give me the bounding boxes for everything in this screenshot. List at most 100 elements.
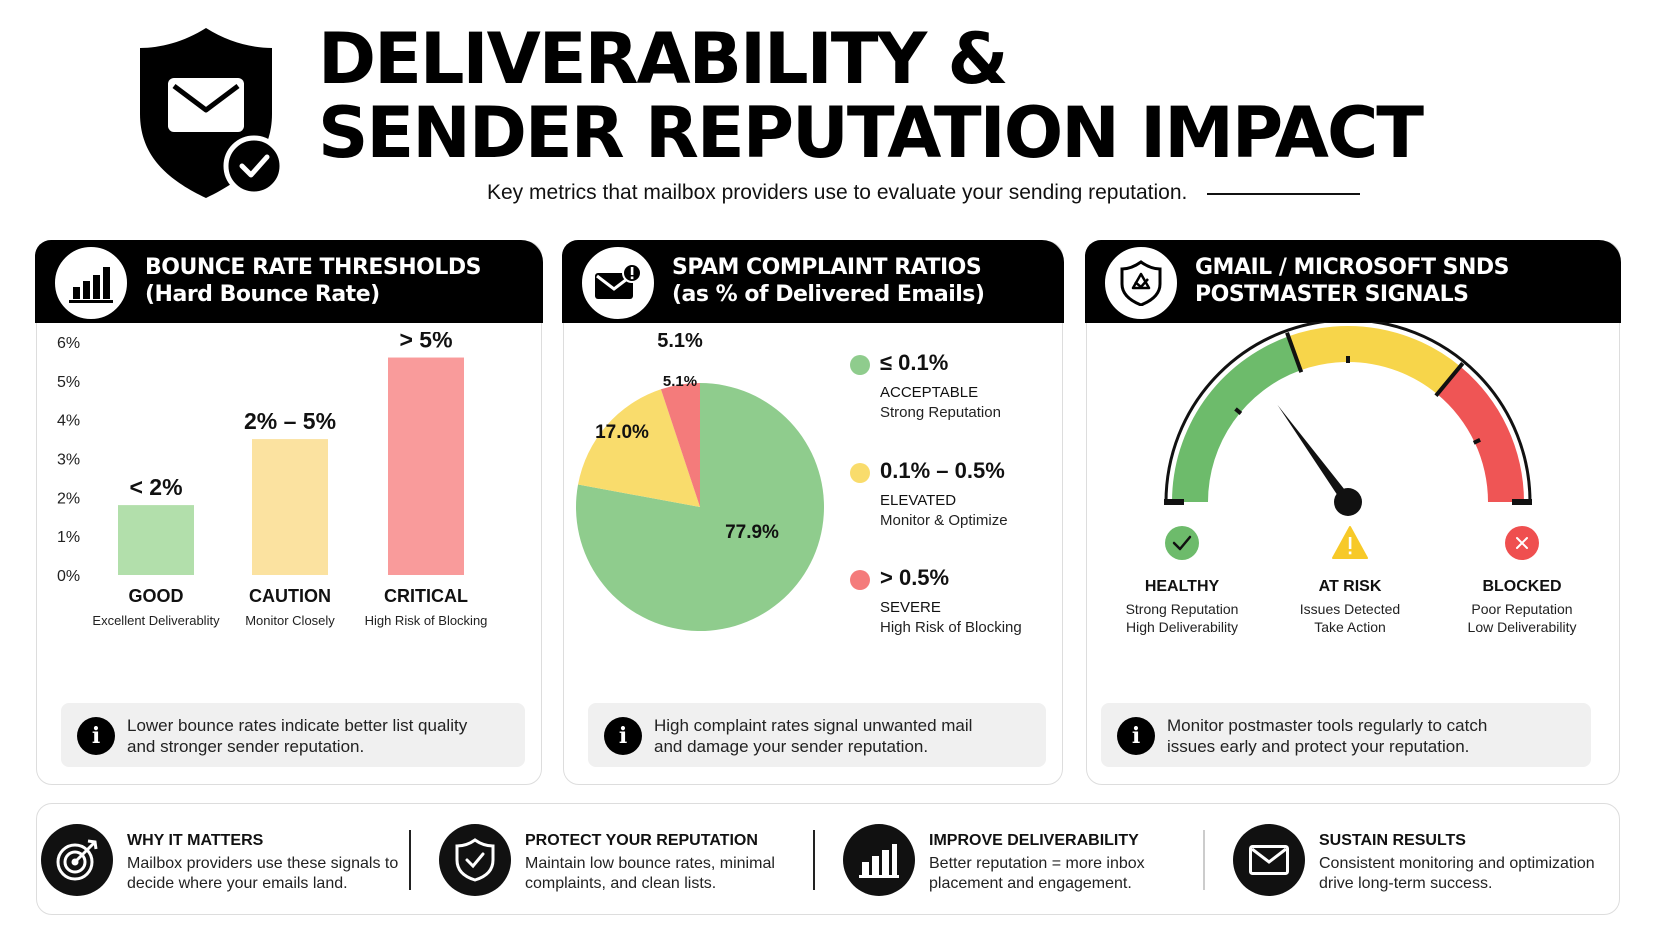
page-title: DELIVERABILITY & SENDER REPUTATION IMPAC…	[318, 18, 1424, 174]
bounce-panel-title: BOUNCE RATE THRESHOLDS (Hard Bounce Rate…	[145, 254, 482, 308]
postmaster-info-text: Monitor postmaster tools regularly to ca…	[1167, 715, 1487, 757]
footer-desc-line2: complaints, and clean lists.	[525, 875, 717, 892]
footer-desc-line2: drive long-term success.	[1319, 875, 1493, 892]
status-label: HEALTHY	[1144, 578, 1220, 595]
postmaster-panel-title-line2: POSTMASTER SIGNALS	[1195, 282, 1469, 307]
bounce-info-box: i Lower bounce rates indicate better lis…	[61, 703, 525, 767]
status-line1: Issues Detected	[1299, 601, 1401, 617]
bar-good	[118, 505, 194, 575]
info-icon: i	[604, 717, 642, 755]
bounce-panel-title-line2: (Hard Bounce Rate)	[145, 282, 380, 307]
legend-desc: Monitor & Optimize	[880, 512, 1008, 529]
bounce-info-text: Lower bounce rates indicate better list …	[127, 715, 467, 757]
x-circle-icon	[1505, 526, 1539, 560]
bar-category-label: CAUTION	[249, 586, 331, 606]
footer-desc-line1: Maintain low bounce rates, minimal	[525, 855, 775, 872]
y-tick-label: 2%	[57, 490, 80, 507]
footer-title: WHY IT MATTERS	[127, 832, 264, 849]
footer-desc: Consistent monitoring and optimization d…	[1319, 854, 1595, 894]
spam-panel-title: SPAM COMPLAINT RATIOS (as % of Delivered…	[672, 254, 985, 308]
envelope-alert-icon	[578, 243, 658, 323]
postmaster-gauge	[1164, 322, 1532, 516]
bounce-rate-panel: BOUNCE RATE THRESHOLDS (Hard Bounce Rate…	[35, 240, 543, 785]
status-line1: Poor Reputation	[1471, 601, 1573, 617]
footer-strip: WHY IT MATTERS Mailbox providers use the…	[36, 803, 1620, 915]
footer-divider	[1203, 830, 1205, 890]
check-circle-icon	[1165, 526, 1199, 560]
footer-desc-line2: decide where your emails land.	[127, 875, 348, 892]
spam-panel-title-line1: SPAM COMPLAINT RATIOS	[672, 255, 982, 280]
legend-range: > 0.5%	[880, 565, 950, 590]
postmaster-info-box: i Monitor postmaster tools regularly to …	[1101, 703, 1591, 767]
pie-slice-label: 17.0%	[595, 422, 649, 443]
bar-category-label: CRITICAL	[384, 586, 468, 606]
footer-desc: Better reputation = more inbox placement…	[929, 854, 1145, 894]
shield-envelope-check-icon	[140, 28, 285, 198]
y-tick-label: 1%	[57, 529, 80, 546]
postmaster-info-line1: Monitor postmaster tools regularly to ca…	[1167, 716, 1488, 735]
bounce-rate-bar-chart: 0% 1% 2% 3% 4% 5% 6% < 2% GOOD Excellent Delivera…	[57, 332, 487, 628]
spam-info-text: High complaint rates signal unwanted mai…	[654, 715, 972, 757]
spam-panel-title-line2: (as % of Delivered Emails)	[672, 282, 985, 307]
subtitle-rule	[1207, 193, 1360, 195]
page-title-line1: DELIVERABILITY &	[318, 18, 1009, 100]
page-subtitle: Key metrics that mailbox providers use t…	[487, 181, 1188, 204]
bar-category-label: GOOD	[128, 586, 183, 606]
footer-title: IMPROVE DELIVERABILITY	[929, 832, 1139, 849]
legend-dot-severe	[850, 570, 870, 590]
postmaster-signals-panel: GMAIL / MICROSOFT SNDS POSTMASTER SIGNAL…	[1085, 240, 1621, 785]
bar-value-label: 2% – 5%	[244, 408, 336, 434]
bar-critical	[388, 357, 464, 575]
bar-value-label: > 5%	[399, 332, 452, 353]
info-icon: i	[77, 717, 115, 755]
pie-slice	[660, 383, 700, 507]
y-tick-label: 5%	[57, 374, 80, 391]
envelope-icon	[1233, 824, 1305, 896]
legend-desc: High Risk of Blocking	[880, 619, 1022, 636]
footer-desc: Maintain low bounce rates, minimal compl…	[525, 854, 775, 894]
footer-desc: Mailbox providers use these signals to d…	[127, 854, 398, 894]
status-line2: High Deliverability	[1125, 619, 1239, 635]
page-title-line2: SENDER REPUTATION IMPACT	[318, 92, 1424, 174]
bounce-info-line1: Lower bounce rates indicate better list …	[127, 716, 468, 735]
y-tick-label: 4%	[57, 413, 80, 430]
gauge-tick	[1234, 407, 1243, 415]
bounce-info-line2: and stronger sender reputation.	[127, 737, 365, 756]
footer-desc-line1: Mailbox providers use these signals to	[127, 855, 399, 872]
target-arrow-icon	[41, 824, 113, 896]
gauge-zone-blocked	[1437, 366, 1524, 502]
status-at-risk: AT RISK Issues Detected Take Action	[1265, 525, 1435, 636]
gauge-tick	[1472, 438, 1481, 445]
legend-status: ELEVATED	[880, 492, 957, 509]
spam-info-box: i High complaint rates signal unwanted m…	[588, 703, 1046, 767]
bar-sublabel: Excellent Deliverablity	[92, 613, 220, 628]
pie-slice-label: 5.1%	[663, 373, 697, 390]
spam-panel-header: SPAM COMPLAINT RATIOS (as % of Delivered…	[562, 240, 1064, 323]
bounce-panel-title-line1: BOUNCE RATE THRESHOLDS	[145, 255, 482, 280]
warning-triangle-icon	[1332, 526, 1368, 559]
y-tick-label: 3%	[57, 452, 80, 469]
gauge-hub	[1334, 488, 1362, 516]
bar-caution	[252, 439, 328, 575]
spam-complaint-panel: SPAM COMPLAINT RATIOS (as % of Delivered…	[562, 240, 1064, 785]
status-blocked: BLOCKED Poor Reputation Low Deliverabili…	[1437, 525, 1607, 636]
gauge-foot	[1512, 499, 1532, 505]
y-tick-label: 0%	[57, 568, 80, 585]
status-line2: Low Deliverability	[1467, 619, 1577, 635]
gauge-separator	[1434, 362, 1465, 397]
footer-title: SUSTAIN RESULTS	[1319, 832, 1466, 849]
legend-dot-elevated	[850, 463, 870, 483]
legend-dot-acceptable	[850, 355, 870, 375]
postmaster-panel-title-line1: GMAIL / MICROSOFT SNDS	[1195, 255, 1510, 280]
pie-slice-label: 77.9%	[725, 522, 779, 543]
bar-sublabel: Monitor Closely	[245, 613, 335, 628]
gauge-zone-at-risk	[1288, 326, 1461, 395]
bar-value-label: < 2%	[129, 474, 182, 500]
gauge-needle	[1277, 404, 1353, 505]
footer-divider	[813, 830, 815, 890]
status-line2: Take Action	[1314, 619, 1386, 635]
legend-status: ACCEPTABLE	[880, 384, 979, 401]
bounce-panel-header: BOUNCE RATE THRESHOLDS (Hard Bounce Rate…	[35, 240, 543, 323]
bar-chart-icon	[843, 824, 915, 896]
gauge-outline	[1164, 322, 1532, 503]
